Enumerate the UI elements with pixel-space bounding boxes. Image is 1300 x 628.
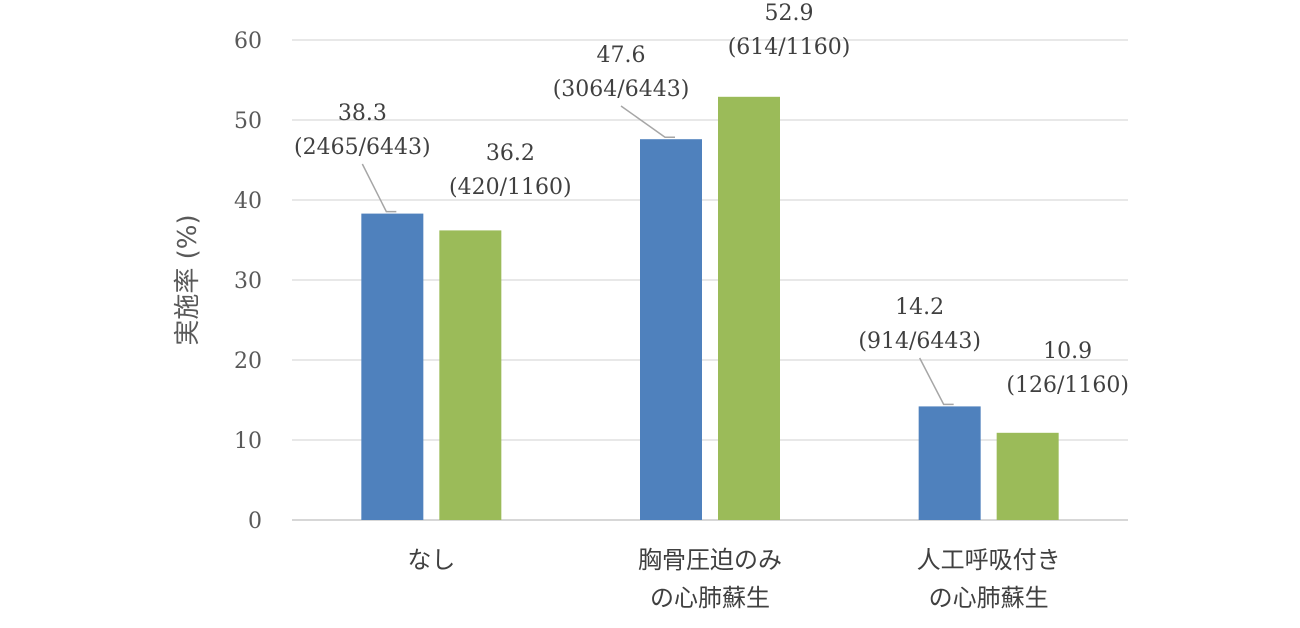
data-label-count: (126/1160): [1006, 373, 1129, 398]
gridlines: [292, 39, 1128, 521]
data-label-value: 36.2: [486, 141, 535, 166]
bar: [439, 230, 502, 520]
data-label-value: 38.3: [338, 101, 387, 126]
y-tick-label: 60: [234, 29, 262, 54]
bar: [361, 213, 424, 520]
label-leader-line: [361, 163, 397, 213]
data-label-value: 14.2: [895, 295, 944, 320]
data-label-value: 10.9: [1043, 339, 1092, 364]
bar: [918, 406, 981, 520]
bars: [361, 96, 1059, 521]
data-labels: 38.3 (2465/6443) 36.2 (420/1160) 47.6 (3064/6…: [294, 1, 1129, 398]
data-label-count: (914/6443): [858, 329, 981, 354]
category-label: なし: [407, 546, 455, 574]
data-label-count: (420/1160): [449, 175, 572, 200]
data-label-count: (3064/6443): [553, 77, 690, 102]
y-tick-label: 20: [234, 349, 262, 374]
category-label: 胸骨圧迫のみ: [638, 546, 782, 574]
y-axis-ticks: 0 10 20 30 40 50 60: [234, 29, 262, 534]
bar: [640, 139, 702, 520]
data-label-count: (614/1160): [728, 35, 851, 60]
y-tick-label: 30: [234, 269, 262, 294]
y-tick-label: 50: [234, 109, 262, 134]
category-label: の心肺蘇生: [650, 584, 770, 612]
label-leader-lines: [361, 105, 954, 406]
y-axis-label: 実施率 (%): [173, 214, 203, 345]
y-tick-label: 0: [248, 509, 262, 534]
bar: [996, 432, 1059, 520]
category-label: の心肺蘇生: [929, 584, 1049, 612]
data-label-count: (2465/6443): [294, 135, 431, 160]
y-tick-label: 40: [234, 189, 262, 214]
y-tick-label: 10: [234, 429, 262, 454]
label-leader-line: [919, 357, 954, 406]
category-label: 人工呼吸付き: [917, 546, 1061, 574]
data-label-value: 52.9: [765, 1, 814, 26]
label-leader-line: [620, 105, 675, 138]
bar: [718, 96, 780, 521]
data-label-value: 47.6: [597, 43, 646, 68]
